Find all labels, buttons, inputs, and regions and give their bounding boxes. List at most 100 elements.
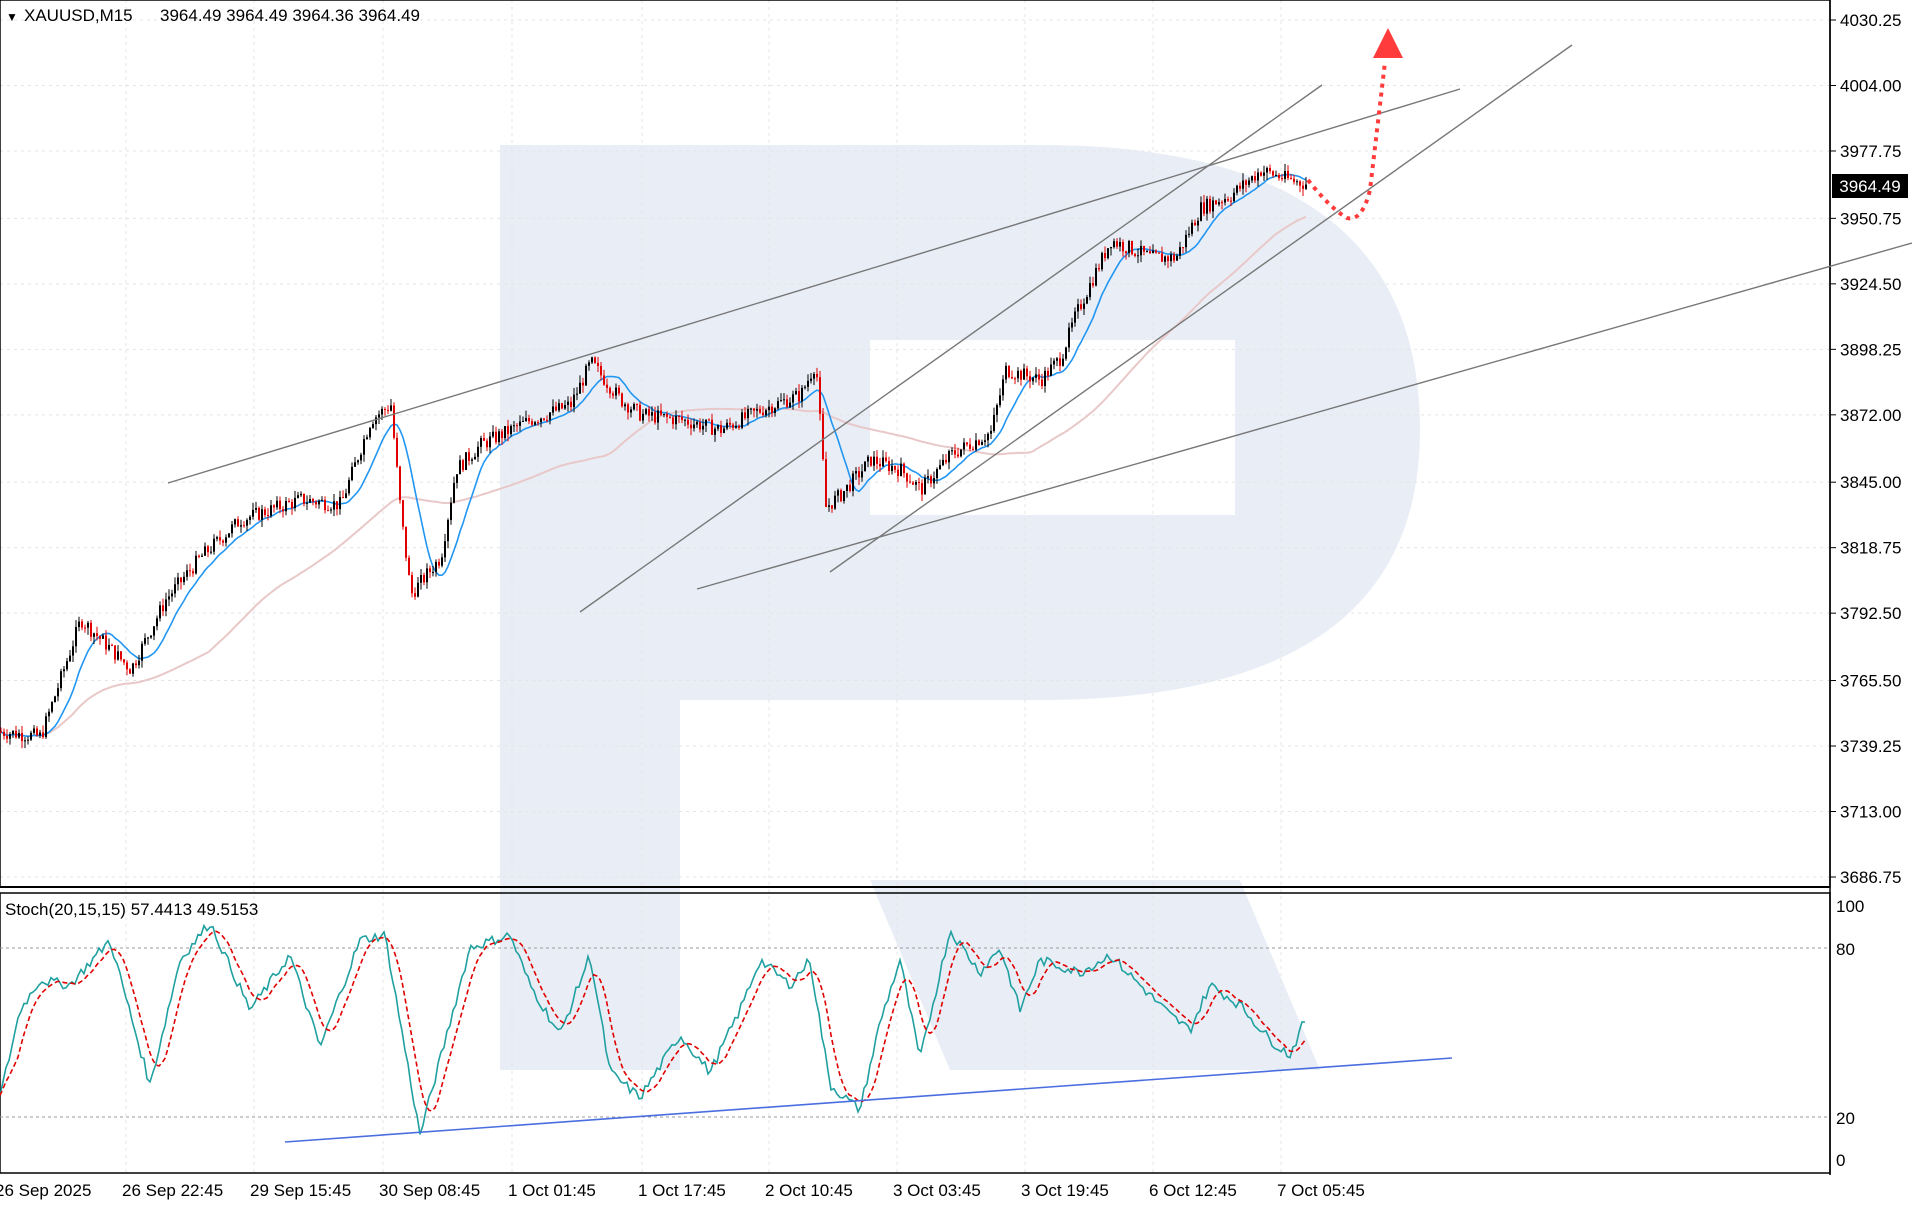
candle-body [75,627,77,647]
candle-body [1242,180,1244,189]
candle-body [348,480,350,494]
candle-body [777,401,779,409]
candle-body [9,734,11,739]
candle-body [804,386,806,388]
candle-body [204,546,206,556]
price-axis[interactable]: 4030.25 4004.00 3977.75 3950.75 3924.50 3898.… [1830,11,1901,887]
candle-body [138,660,140,666]
candle-body [1245,180,1247,185]
candle-body [258,507,260,520]
candle-body [720,425,722,433]
candle-body [42,732,44,738]
candle-body [534,422,536,425]
candle-body [801,387,803,402]
candle-body [237,519,239,527]
time-axis[interactable]: 26 Sep 2025 26 Sep 22:45 29 Sep 15:45 30 Se… [0,1181,1365,1200]
candle-body [564,405,566,409]
candle-body [597,362,599,366]
candle-body [516,425,518,427]
candle-body [279,500,281,510]
candle-body [483,438,485,441]
candle-body [771,406,773,414]
candle-body [312,499,314,502]
candle-body [444,541,446,558]
candle-body [1023,368,1025,380]
candle-body [786,399,788,408]
candle-body [141,643,143,661]
candle-body [450,502,452,521]
candle-body [990,430,992,434]
forecast-arrowhead-icon [1373,28,1403,58]
candle-body [588,362,590,366]
candle-body [0,731,2,733]
candle-body [1008,365,1010,378]
candle-body [69,655,71,662]
candle-body [561,403,563,409]
time-tick-label: 6 Oct 12:45 [1149,1181,1237,1200]
candle-body [1143,245,1145,252]
candle-body [1122,242,1124,252]
trend-lines [167,44,1912,613]
candle-body [861,471,863,478]
candle-body [294,497,296,509]
candle-body [243,525,245,527]
candle-body [828,505,830,507]
time-tick-label: 26 Sep 2025 [0,1181,91,1200]
candle-body [909,481,911,483]
candle-body [1128,241,1130,253]
candle-body [969,444,971,449]
candle-body [1281,178,1283,180]
candle-body [426,568,428,583]
candle-body [1221,202,1223,204]
candle-body [810,378,812,381]
candle-body [891,465,893,472]
candle-body [1068,327,1070,348]
price-tick-label: 3765.50 [1840,672,1901,691]
candle-body [627,404,629,413]
chart-symbol: XAUUSD,M15 [24,6,133,25]
candle-body [309,499,311,503]
candle-body [813,373,815,379]
candle-body [297,495,299,498]
candle-body [30,732,32,740]
candle-body [330,509,332,511]
candle-body [585,365,587,386]
candle-body [672,417,674,425]
candle-body [954,450,956,455]
candle-body [912,482,914,485]
candle-body [501,431,503,439]
candle-body [924,477,926,495]
time-tick-label: 30 Sep 08:45 [379,1181,480,1200]
candle-body [1209,198,1211,212]
price-pane-border [0,0,1831,888]
candle-body [948,450,950,463]
candle-body [333,501,335,510]
candle-body [885,457,887,462]
candle-body [39,732,41,736]
candle-body [840,490,842,502]
stoch-main-line [0,923,1306,1135]
time-tick-label: 2 Oct 10:45 [765,1181,853,1200]
candle-body [708,419,710,421]
candle-body [741,412,743,428]
candle-body [315,501,317,505]
candle-body [591,357,593,363]
candle-body [342,497,344,499]
candle-body [795,391,797,395]
candle-body [798,391,800,402]
candle-body [615,387,617,396]
candle-body [126,662,128,670]
candle-body [951,450,953,452]
candle-body [699,421,701,430]
candle-body [711,419,713,435]
candle-body [825,459,827,507]
candle-body [1155,250,1157,253]
candle-body [336,501,338,510]
candle-body [276,500,278,508]
long-support-line [696,242,1912,590]
candle-body [996,405,998,415]
candle-body [900,463,902,477]
candle-body [1038,374,1040,380]
candle-body [54,696,56,703]
